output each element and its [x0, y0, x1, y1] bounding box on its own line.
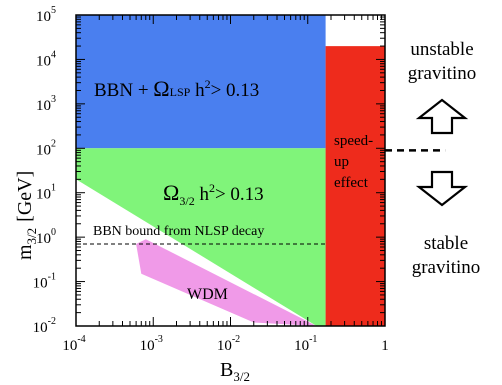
- y-axis-label: m3/2[GeV]: [14, 171, 39, 260]
- tick-marks: [75, 15, 385, 327]
- region-label-speedup-1: speed-: [334, 133, 373, 149]
- x-tick-label: 10-1: [294, 334, 317, 354]
- y-tick-label: 102: [36, 138, 56, 158]
- x-tick-label: 10-4: [62, 334, 85, 354]
- y-tick-label: 101: [36, 183, 56, 203]
- x-tick-label: 1: [381, 338, 389, 354]
- region-label-omega32: Ω3/2 h2> 0.13: [163, 180, 264, 208]
- y-tick-label: 103: [36, 94, 56, 114]
- x-tick-label: 10-2: [217, 334, 240, 354]
- y-tick-label: 10-1: [33, 272, 56, 292]
- region-label-bbn-lsp: BBN + ΩLSP h2> 0.13: [94, 76, 259, 101]
- region-label-speedup-3: effect: [334, 175, 369, 191]
- arrow-up-icon: [415, 98, 469, 135]
- y-tick-label: 10-2: [33, 316, 56, 336]
- plot-regions: [76, 15, 385, 326]
- y-tick-label: 100: [36, 227, 56, 247]
- stable-gravitino-label: stable gravitino: [411, 233, 481, 278]
- y-tick-label: 105: [36, 5, 56, 25]
- region-label-wdm: WDM: [187, 286, 228, 303]
- x-axis-label: B3/2: [220, 359, 250, 384]
- region-label-speedup-2: up: [334, 154, 349, 170]
- line-label-nlsp: BBN bound from NLSP decay: [93, 224, 264, 239]
- unstable-gravitino-label: unstable gravitino: [407, 39, 477, 84]
- region-wdm: [136, 239, 317, 326]
- region-bbn-lsp: [76, 15, 326, 149]
- region-speedup: [325, 46, 385, 326]
- region-omega32: [76, 148, 326, 326]
- arrow-down-icon: [415, 170, 469, 207]
- x-tick-label: 10-3: [140, 334, 163, 354]
- tick-labels: 10-4 10-3 10-2 10-1 1 10-2 10-1 100 101 102 103 104…: [33, 5, 389, 354]
- plot-lines: [76, 149, 446, 245]
- y-tick-label: 104: [36, 49, 56, 69]
